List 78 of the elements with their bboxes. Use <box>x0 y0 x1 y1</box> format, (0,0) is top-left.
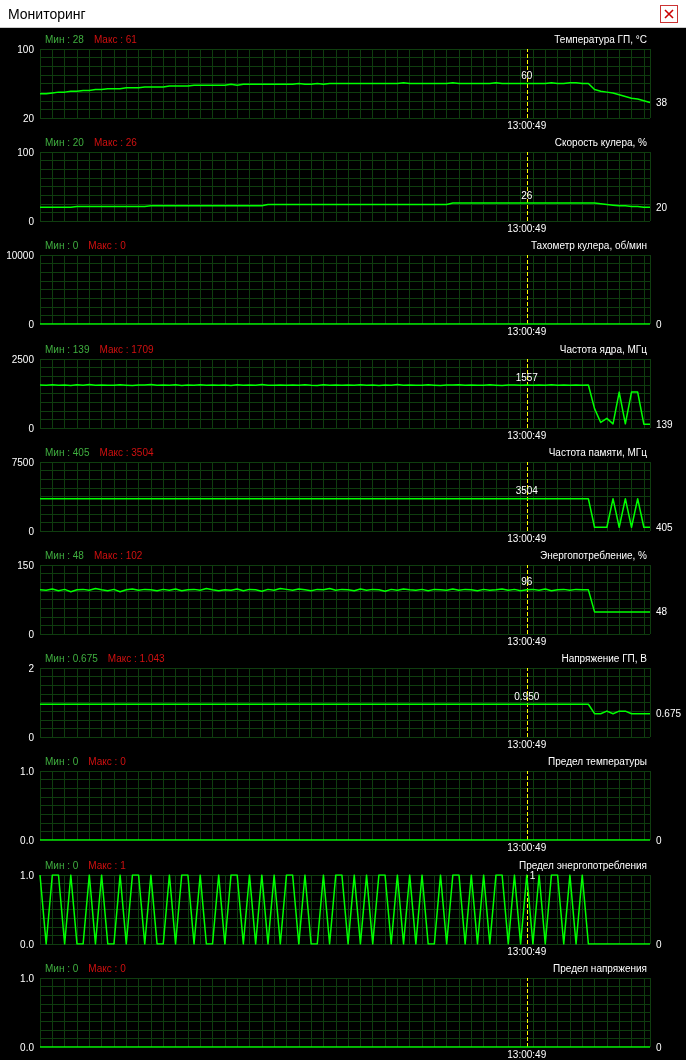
y-tick-label: 100 <box>17 146 35 158</box>
data-label: 0.950 <box>514 690 540 702</box>
text: Мин : 0 <box>45 239 79 251</box>
data-label: 60 <box>521 70 533 81</box>
chart-title: Скорость кулера, % <box>554 136 648 148</box>
y-tick-label: 10000 <box>6 249 35 261</box>
x-tick-label: 13:00:49 <box>507 119 547 131</box>
text: Макс : 1 <box>88 859 127 870</box>
text: Макс : 0 <box>88 239 127 251</box>
data-label: 139 <box>656 418 674 430</box>
y-tick-label: 150 <box>17 559 35 571</box>
chart-title: Тахометр кулера, об/мин <box>530 239 647 251</box>
data-label: 3504 <box>515 485 539 497</box>
chart-title: Предел напряжения <box>553 962 647 974</box>
text: Макс : 102 <box>93 549 143 561</box>
text: Мин : 0.675 <box>45 652 99 664</box>
y-tick-label: 0 <box>28 628 35 640</box>
text: Мин : 405 <box>45 446 90 458</box>
x-tick-label: 13:00:49 <box>507 841 547 853</box>
text: Мин : 139 <box>45 343 90 355</box>
data-label: 0 <box>656 318 662 330</box>
data-label: 0 <box>656 834 662 846</box>
y-tick-label: 1.0 <box>20 869 35 880</box>
data-label: 26 <box>521 189 533 201</box>
x-tick-label: 13:00:49 <box>507 1048 547 1060</box>
text: Макс : 3504 <box>99 446 154 458</box>
data-label: 20 <box>656 201 668 213</box>
text: Мин : 28 <box>45 33 85 45</box>
data-label: 1 <box>529 869 536 880</box>
y-tick-label: 0 <box>28 318 35 330</box>
text: Мин : 20 <box>45 136 85 148</box>
text: Мин : 0 <box>45 755 79 767</box>
data-label: 48 <box>656 606 668 618</box>
data-label: 0 <box>656 1041 662 1053</box>
chart-title: Энергопотребление, % <box>540 549 648 561</box>
y-tick-label: 0 <box>28 215 35 227</box>
text: Макс : 0 <box>88 962 127 974</box>
y-tick-label: 0.0 <box>20 834 35 846</box>
x-tick-label: 13:00:49 <box>507 222 547 234</box>
chart-title: Напряжение ГП, В <box>561 652 648 664</box>
text: Мин : 0 <box>45 859 79 870</box>
y-tick-label: 7500 <box>11 456 35 468</box>
y-tick-label: 0 <box>28 525 35 537</box>
x-tick-label: 13:00:49 <box>507 945 547 956</box>
data-label: 1557 <box>515 371 539 383</box>
data-label: 38 <box>656 96 668 108</box>
text: Макс : 1.043 <box>107 652 166 664</box>
y-tick-label: 20 <box>22 112 35 124</box>
y-tick-label: 1.0 <box>20 972 35 984</box>
chart-title: Предел температуры <box>548 755 648 767</box>
x-tick-label: 13:00:49 <box>507 429 547 441</box>
x-tick-label: 13:00:49 <box>507 532 547 544</box>
y-tick-label: 2 <box>28 662 35 674</box>
y-tick-label: 2500 <box>11 353 35 365</box>
y-tick-label: 0.0 <box>20 938 35 949</box>
chart-title: Частота памяти, МГц <box>548 446 648 458</box>
data-label: 0.675 <box>656 708 682 720</box>
y-tick-label: 1.0 <box>20 765 35 777</box>
chart-title: Предел энергопотребления <box>518 859 648 870</box>
y-tick-label: 0 <box>28 422 35 434</box>
x-tick-label: 13:00:49 <box>507 738 547 750</box>
x-tick-label: 13:00:49 <box>507 635 547 647</box>
chart-title: Температура ГП, °C <box>554 33 648 45</box>
text: Мин : 0 <box>45 962 79 974</box>
text: Макс : 61 <box>93 33 138 45</box>
y-tick-label: 0 <box>28 731 35 743</box>
data-label: 96 <box>521 576 533 588</box>
x-tick-label: 13:00:49 <box>507 325 547 337</box>
data-label: 405 <box>656 521 674 533</box>
text: Мин : 48 <box>45 549 85 561</box>
chart-title: Частота ядра, МГц <box>559 343 648 355</box>
text: Макс : 0 <box>88 755 127 767</box>
text: Макс : 1709 <box>99 343 154 355</box>
y-tick-label: 100 <box>17 43 35 55</box>
data-label: 0 <box>656 938 662 949</box>
text: Макс : 26 <box>93 136 138 148</box>
y-tick-label: 0.0 <box>20 1041 35 1053</box>
text: Мониторинг <box>8 6 86 22</box>
